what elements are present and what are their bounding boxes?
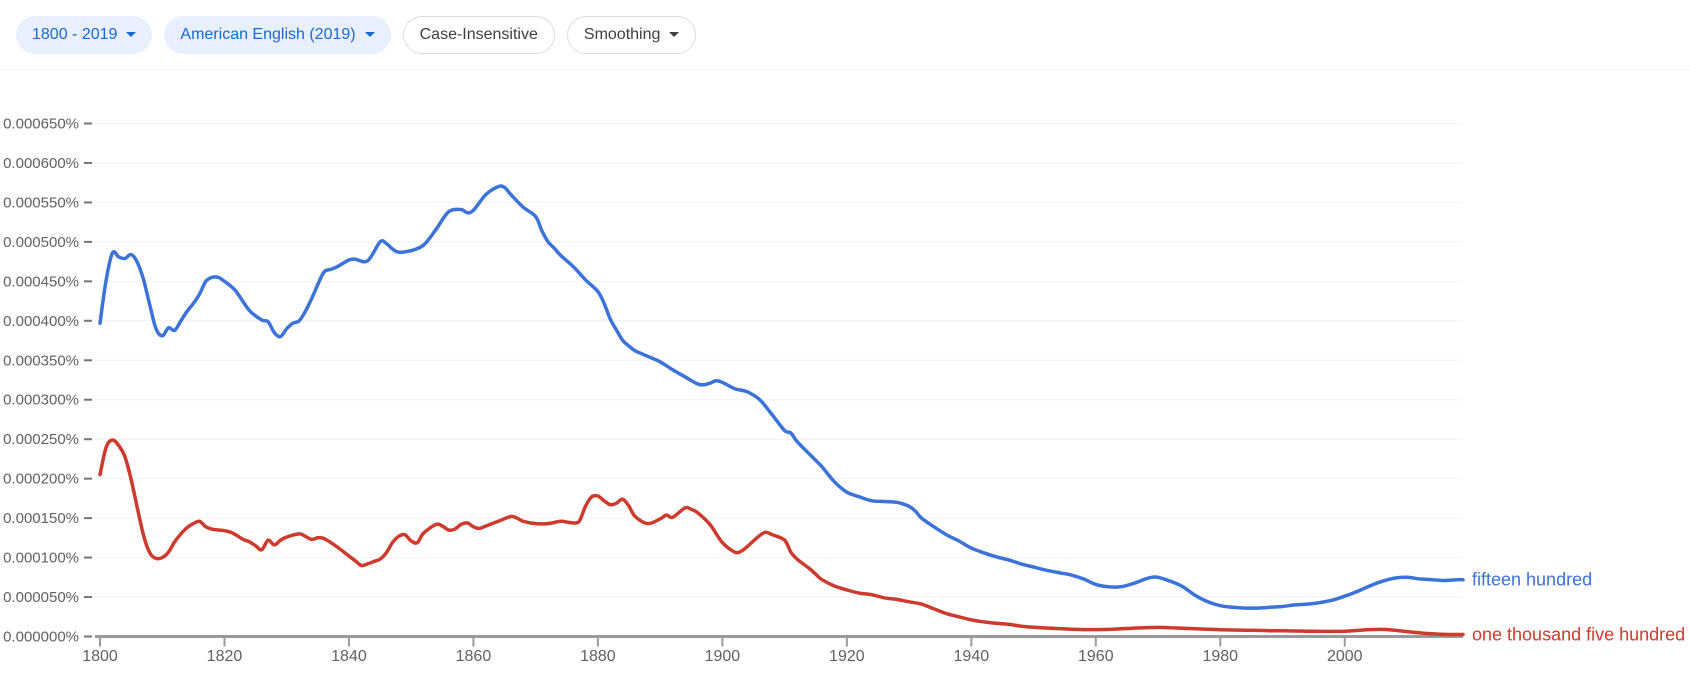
y-axis-tick-label: 0.000550% (3, 194, 79, 211)
y-axis-tick-label: 0.000300% (3, 392, 79, 409)
y-axis-tick-label: 0.000000% (3, 629, 79, 646)
y-axis-tick-label: 0.000200% (3, 471, 79, 488)
y-axis-tick-label: 0.000600% (3, 155, 79, 172)
year-range-chip[interactable]: 1800 - 2019 (16, 15, 153, 54)
corpus-chip[interactable]: American English (2019) (164, 15, 391, 54)
x-axis-tick-label: 2000 (1327, 648, 1363, 665)
chevron-down-icon (669, 32, 680, 37)
smoothing-label: Smoothing (583, 25, 661, 43)
y-axis-tick-label: 0.000100% (3, 550, 79, 567)
y-axis-tick-label: 0.000150% (3, 510, 79, 527)
year-range-label: 1800 - 2019 (32, 25, 118, 43)
smoothing-chip[interactable]: Smoothing (566, 15, 697, 54)
chevron-down-icon (364, 32, 375, 37)
case-insensitive-label: Case-Insensitive (419, 25, 538, 43)
x-axis-tick-label: 1980 (1202, 648, 1238, 665)
chevron-down-icon (126, 32, 137, 37)
y-axis-tick-label: 0.000050% (3, 589, 79, 606)
series-line-1[interactable] (98, 438, 1465, 637)
y-axis-tick-label: 0.000350% (3, 352, 79, 369)
x-axis-tick-label: 1940 (954, 648, 990, 665)
series-end-label-1: one thousand five hundred (1472, 625, 1685, 645)
x-axis-tick-label: 1800 (82, 648, 118, 665)
series-line-0[interactable] (98, 184, 1465, 610)
y-axis-tick-label: 0.000400% (3, 313, 79, 330)
series-end-label-0: fifteen hundred (1472, 570, 1592, 590)
x-axis-tick-label: 1900 (705, 648, 741, 665)
corpus-label: American English (2019) (180, 25, 356, 43)
x-axis-tick-label: 1960 (1078, 648, 1114, 665)
x-axis-tick-label: 1920 (829, 648, 865, 665)
x-axis-tick-label: 1860 (456, 648, 492, 665)
x-axis-tick-label: 1840 (331, 648, 367, 665)
y-axis-tick-label: 0.000650% (3, 116, 79, 133)
y-axis-tick-label: 0.000250% (3, 431, 79, 448)
x-axis-tick-label: 1820 (207, 648, 243, 665)
x-axis-tick-label: 1880 (580, 648, 616, 665)
y-axis-tick-label: 0.000500% (3, 234, 79, 251)
query-toolbar: 1800 - 2019 American English (2019) Case… (0, 0, 1690, 70)
case-insensitive-chip[interactable]: Case-Insensitive (402, 15, 555, 54)
y-axis-tick-label: 0.000450% (3, 273, 79, 290)
